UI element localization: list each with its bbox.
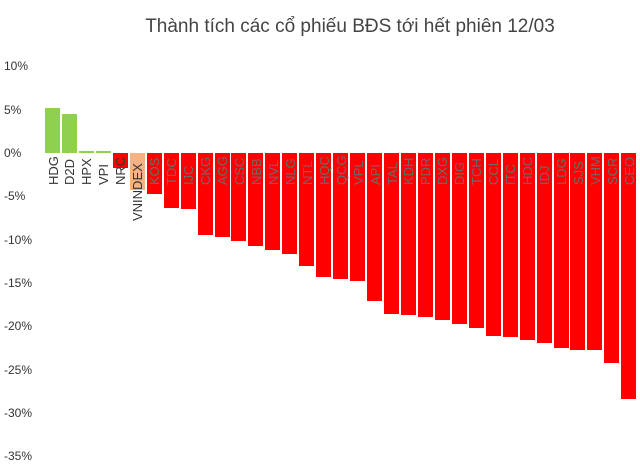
y-tick-label: 5%: [4, 102, 22, 117]
x-category-label: D2D: [62, 158, 78, 185]
x-category-label: HDC: [520, 156, 536, 185]
bar-dig: [451, 153, 467, 324]
x-category-label: KDH: [401, 157, 417, 185]
x-category-label: VNINDEX: [130, 163, 146, 222]
x-category-label: TAL: [384, 161, 400, 185]
bar-idj: [536, 153, 552, 343]
y-tick-label: -5%: [4, 189, 26, 204]
bar-hdc: [519, 153, 535, 341]
x-category-label: NBB: [248, 157, 264, 185]
bar-ceo: [621, 153, 637, 399]
bar-hqc: [316, 153, 332, 277]
y-tick-label: -10%: [4, 232, 33, 247]
x-category-label: PDR: [418, 157, 434, 185]
bar-ntl: [299, 153, 315, 266]
bar-api: [367, 153, 383, 302]
bar-nrc: [112, 153, 128, 168]
bar-ldg: [553, 153, 569, 348]
x-category-label: TCH: [469, 157, 485, 185]
bar-nbb: [248, 153, 264, 246]
bar-tch: [468, 153, 484, 328]
x-category-label: DIG: [452, 161, 468, 185]
y-tick-label: -35%: [4, 449, 33, 464]
bar-kos: [146, 153, 162, 194]
x-category-label: SCR: [604, 157, 620, 185]
chart-title: Thành tích các cổ phiếu BĐS tới hết phiê…: [145, 16, 555, 37]
bar-vpl: [350, 153, 366, 282]
y-tick-label: -30%: [4, 405, 33, 420]
bar-scr: [604, 153, 620, 363]
bar-nlg: [282, 153, 298, 255]
bar-hdg: [45, 107, 60, 153]
x-category-label: AGG: [215, 155, 230, 185]
x-category-label: DXG: [435, 156, 451, 185]
bar-d2d: [61, 114, 77, 153]
y-tick-label: -15%: [4, 275, 33, 290]
bar-sjs: [570, 153, 586, 350]
y-tick-label: 10%: [4, 59, 29, 74]
x-category-label: NTL: [299, 160, 315, 185]
x-category-label: QCG: [333, 154, 349, 185]
bar-hpx: [78, 151, 94, 153]
y-tick-label: -20%: [4, 319, 33, 334]
bar-itc: [502, 153, 518, 337]
bar-qcg: [333, 153, 349, 279]
x-category-label: CSC: [231, 157, 247, 185]
bar-tdc: [163, 153, 179, 209]
bar-vnindex: [129, 153, 145, 191]
bar-ccl: [485, 153, 501, 336]
x-category-label: HDG: [45, 155, 61, 185]
x-category-label: NRC: [113, 156, 129, 185]
x-category-label: VPL: [350, 160, 366, 185]
bar-kdh: [400, 153, 416, 315]
x-category-label: IJC: [181, 165, 197, 185]
bar-dxg: [434, 153, 450, 321]
bar-ijc: [180, 153, 196, 210]
x-category-label: CCL: [486, 158, 502, 185]
x-category-label: IDJ: [537, 165, 553, 185]
x-category-label: VHM: [587, 155, 603, 185]
x-category-label: NVL: [265, 159, 281, 185]
bar-tal: [384, 153, 399, 315]
x-category-label: ITC: [503, 163, 519, 185]
x-category-label: CKG: [198, 156, 214, 185]
bar-vpi: [95, 151, 111, 153]
x-category-label: TDC: [164, 157, 180, 185]
x-category-label: LDG: [554, 157, 569, 185]
x-category-label: CEO: [621, 156, 637, 185]
x-category-label: HQC: [316, 155, 332, 185]
bar-csc: [231, 153, 247, 242]
x-category-label: NLG: [282, 157, 298, 185]
x-category-label: API: [367, 163, 383, 185]
x-category-label: VPI: [96, 163, 112, 185]
x-category-label: HPX: [79, 157, 95, 185]
x-category-label: SJS: [570, 160, 586, 185]
y-tick-label: -25%: [4, 362, 33, 377]
bar-vhm: [587, 153, 603, 350]
x-category-label: KOS: [147, 157, 163, 185]
bar-ckg: [197, 153, 213, 236]
bar-nvl: [265, 153, 281, 250]
y-tick-label: 0%: [4, 146, 22, 160]
bar-agg: [214, 153, 230, 237]
bar-pdr: [417, 153, 433, 317]
